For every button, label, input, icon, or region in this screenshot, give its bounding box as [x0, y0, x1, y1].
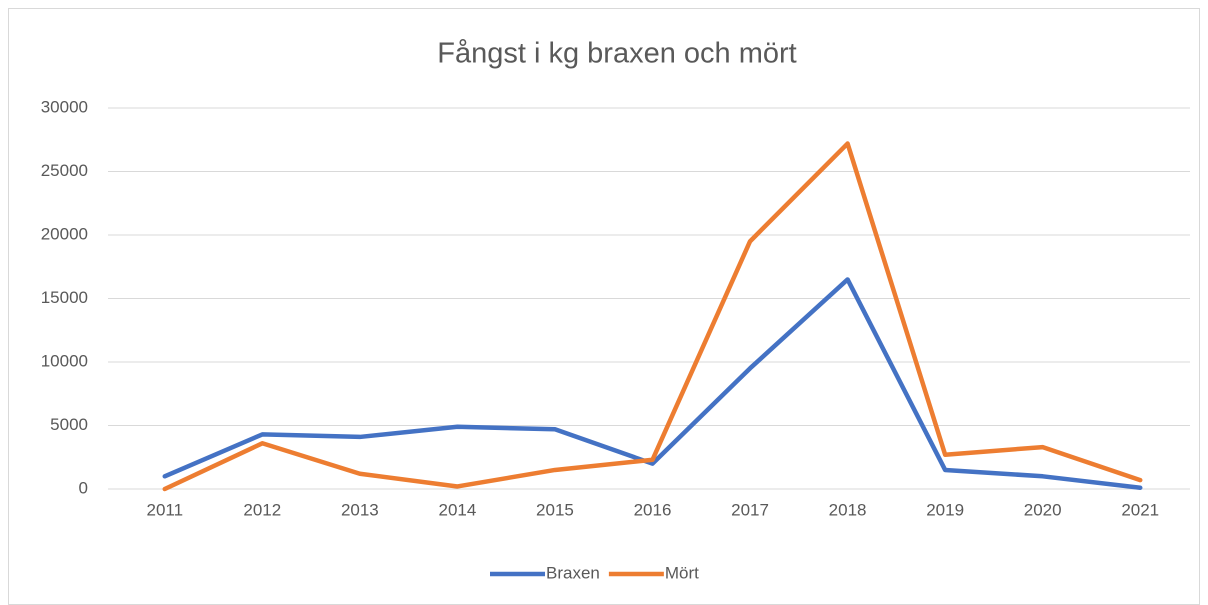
chart-title: Fångst i kg braxen och mört [437, 38, 796, 70]
x-tick-label: 2014 [438, 500, 476, 519]
x-tick-label: 2016 [634, 500, 672, 519]
y-tick-label: 25000 [41, 161, 88, 180]
chart-border [8, 8, 1200, 605]
legend-label: Mört [665, 563, 699, 582]
series-line [162, 141, 1143, 492]
y-tick-label: 30000 [41, 97, 88, 116]
x-tick-label: 2017 [731, 500, 769, 519]
legend-label: Braxen [546, 563, 600, 582]
x-tick-label: 2018 [829, 500, 867, 519]
x-tick-label: 2015 [536, 500, 574, 519]
y-tick-label: 15000 [41, 288, 88, 307]
y-tick-label: 0 [79, 478, 88, 497]
x-tick-label: 2021 [1121, 500, 1159, 519]
x-tick-label: 2011 [146, 500, 183, 519]
y-tick-label: 20000 [41, 224, 88, 243]
x-tick-label: 2013 [341, 500, 379, 519]
y-tick-label: 5000 [50, 415, 88, 434]
x-tick-label: 2020 [1024, 500, 1062, 519]
y-tick-label: 10000 [41, 351, 88, 370]
x-tick-label: 2012 [243, 500, 281, 519]
x-tick-label: 2019 [926, 500, 964, 519]
series-line [162, 277, 1143, 490]
